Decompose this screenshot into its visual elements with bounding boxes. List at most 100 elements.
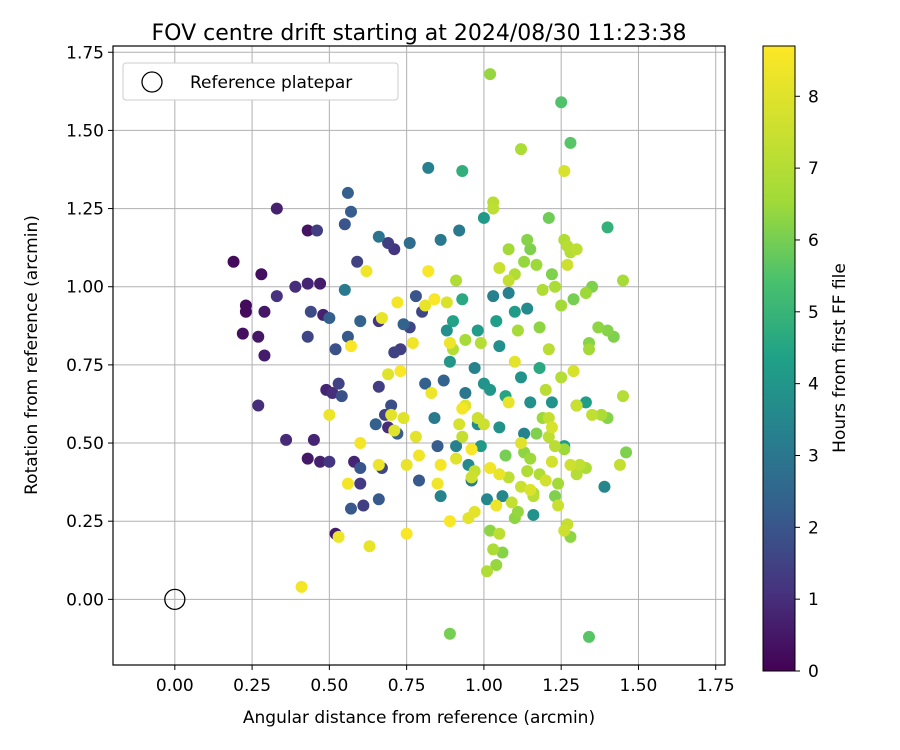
data-point [459,387,472,400]
data-point [533,321,546,334]
data-point [496,490,509,503]
legend-reference-marker [141,71,163,93]
data-point [586,408,599,421]
data-point [561,258,574,271]
data-point [363,540,376,553]
data-point [484,462,497,475]
data-point [428,293,441,306]
data-point [443,515,456,528]
data-point [527,508,540,521]
data-point [345,205,357,218]
data-point [311,224,323,237]
data-point [579,396,592,409]
data-point [518,255,531,268]
data-point [406,336,419,349]
data-point [329,343,342,356]
data-point [545,396,558,409]
data-point [508,305,521,318]
data-point [409,290,422,303]
data-point [502,286,515,299]
data-point [301,330,314,343]
data-point [579,286,592,299]
data-point [413,474,425,487]
data-point [332,530,345,543]
x-axis-label: Angular distance from reference (arcmin) [243,708,595,728]
data-point [450,440,463,453]
data-point [354,462,367,475]
data-point [564,136,577,149]
data-point [270,290,283,303]
x-tick-label: 0.50 [310,676,348,696]
data-point [419,299,432,312]
data-point [502,471,515,484]
data-point [552,477,565,490]
data-point [394,365,407,378]
data-point [542,412,555,425]
legend-box [122,62,399,101]
y-tick-label: 0.00 [66,590,104,610]
data-point [372,380,385,393]
data-point [335,390,348,403]
data-point [484,383,497,396]
data-point [258,349,271,362]
data-point [558,524,571,537]
data-point [468,362,481,375]
data-point [453,224,466,237]
colorbar-ticks: 0 1 2 3 4 5 6 7 8 [795,87,819,682]
data-point [372,458,385,471]
data-point [409,430,422,443]
data-point [434,490,447,503]
data-point [515,371,527,384]
data-point [552,499,565,512]
data-point [314,277,327,290]
colorbar-tick-label: 5 [808,303,819,323]
data-point [487,290,500,303]
y-tick-label: 0.25 [66,512,104,532]
data-point [542,430,555,443]
data-point [518,427,531,440]
data-point [434,233,447,246]
data-point [539,383,552,396]
data-point [341,186,354,199]
y-tick-label: 0.75 [66,356,104,376]
data-point [549,280,561,293]
colorbar-gradient [762,45,796,672]
data-point [301,452,314,465]
data-point [456,165,469,178]
data-point [493,421,506,434]
y-axis-label: Rotation from reference (arcmin) [22,215,42,495]
data-point [301,224,314,237]
data-point [471,412,484,425]
data-point [270,202,283,215]
data-point [443,627,456,640]
colorbar-tick-label: 0 [808,662,819,682]
data-point [539,474,552,487]
data-point [595,408,608,421]
data-point [542,343,555,356]
data-point [493,468,506,481]
y-tick-label: 1.50 [66,121,104,141]
y-tick-label: 1.25 [66,200,104,220]
data-point [450,452,463,465]
data-point [397,318,410,331]
data-point [521,302,534,315]
data-point [258,305,271,318]
data-point [505,496,518,509]
data-point [382,368,395,381]
data-point [487,543,500,556]
legend: Reference platepar [122,62,399,101]
data-point [484,68,497,81]
data-point [456,402,469,415]
data-point [372,493,385,506]
data-point [255,268,268,281]
data-point [493,340,506,353]
data-point [428,412,441,425]
data-point [524,243,537,256]
data-points [164,68,633,643]
data-point [481,565,493,578]
data-point [511,324,524,337]
colorbar-tick-label: 8 [808,87,819,107]
data-point [323,311,336,324]
data-point [536,283,549,296]
